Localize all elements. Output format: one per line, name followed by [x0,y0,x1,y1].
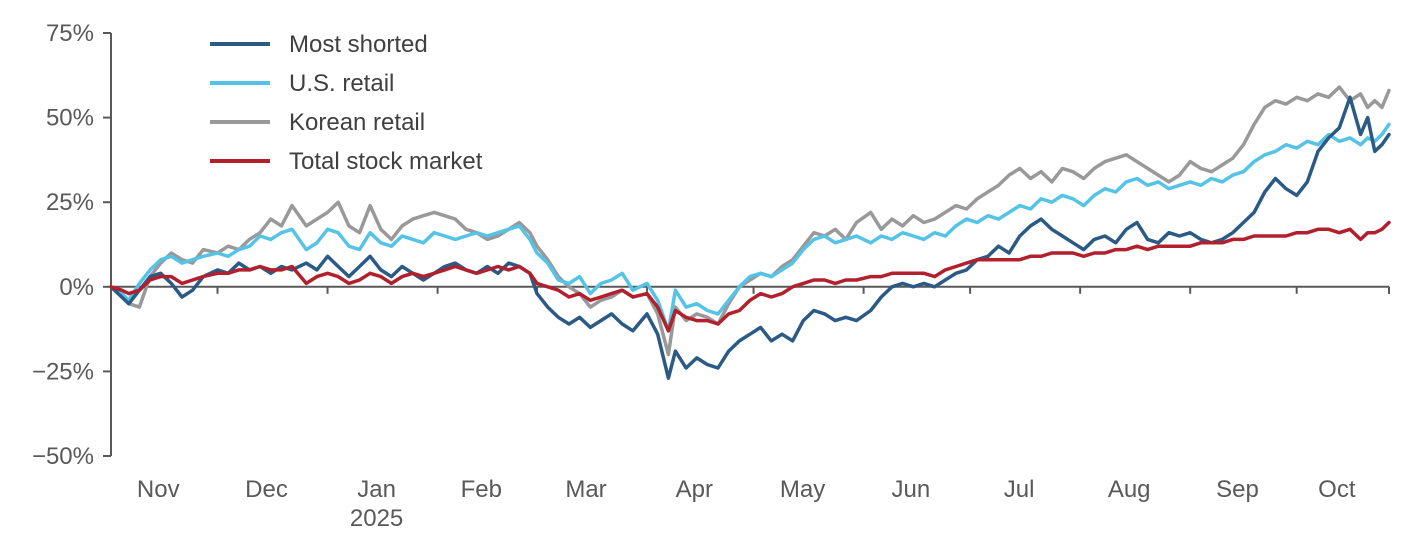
x-tick-label: May [780,476,825,503]
y-tick-label: −50% [32,443,94,470]
x-tick-label: Oct [1318,476,1356,503]
x-tick-label: Feb [461,476,502,503]
series-line-most-shorted [109,95,1391,380]
series-lines [109,85,1391,380]
x-tick-label: Nov [137,476,180,503]
x-tick-label: Jun [891,476,930,503]
x-tick-label: Jan [357,476,396,503]
legend-label: Total stock market [289,148,483,175]
x-tick-label: Sep [1216,476,1259,503]
x-tick-label: Aug [1108,476,1151,503]
y-tick-label: 0% [59,274,94,301]
series-line-total-stock-market [109,220,1391,333]
y-axis: 75% 50% 25% 0% −25% −50% [32,20,112,470]
legend-label: Korean retail [289,109,425,136]
legend-label: Most shorted [289,31,428,58]
y-tick-label: −25% [32,358,94,385]
series-line-u-s-retail [109,122,1391,333]
y-tick-label: 50% [46,105,94,132]
y-tick-label: 25% [46,189,94,216]
legend: Most shorted U.S. retail Korean retail Tota… [210,31,483,175]
x-tick-label: Dec [245,476,288,503]
x-tick-label: Mar [565,476,606,503]
x-tick-label: Jul [1004,476,1035,503]
x-tick-year-label: 2025 [350,505,403,532]
x-tick-label: Apr [676,476,713,503]
y-tick-label: 75% [46,20,94,47]
legend-label: U.S. retail [289,70,394,97]
